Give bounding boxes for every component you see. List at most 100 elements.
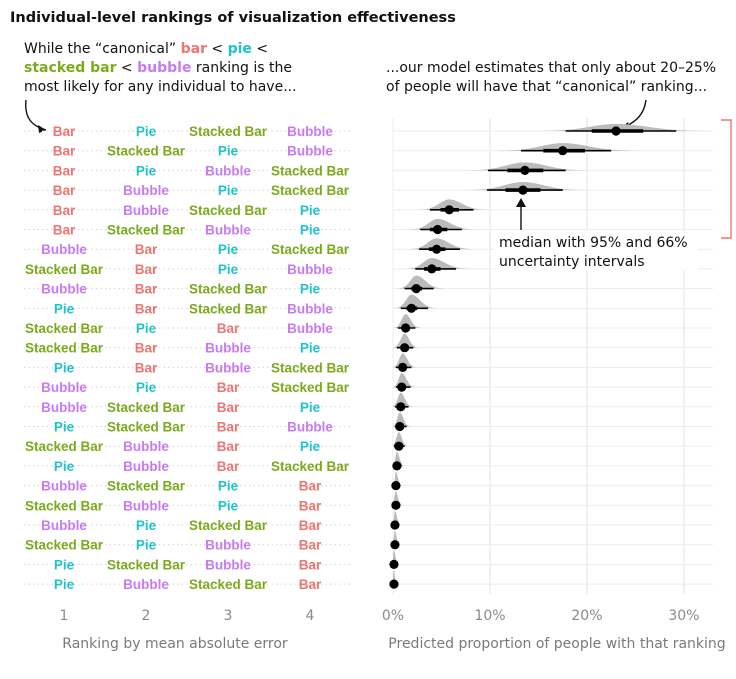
rank-label: Bar — [299, 479, 322, 494]
rank-label: Bubble — [41, 380, 87, 395]
rank-label: Pie — [300, 341, 321, 356]
density-shape — [409, 238, 473, 250]
rank-label: Stacked Bar — [107, 479, 186, 494]
rank-label: Stacked Bar — [271, 183, 350, 198]
interval-annotation-line-1: median with 95% and 66% — [499, 235, 688, 251]
rank-label: Bubble — [205, 163, 251, 178]
rank-label: Pie — [300, 203, 321, 218]
rank-label: Pie — [218, 262, 239, 277]
ranking-row: Bar Bubble Pie Stacked Bar — [24, 181, 713, 198]
percent-axis-title: Predicted proportion of people with that… — [388, 636, 725, 652]
ranking-row: Bubble Stacked Bar Pie Bar — [24, 471, 713, 494]
rank-label: Bar — [53, 124, 76, 139]
rank-label: Bar — [135, 242, 158, 257]
rank-label: Stacked Bar — [25, 321, 104, 336]
rank-label: Bar — [217, 459, 240, 474]
median-point — [398, 362, 408, 372]
rank-label: Bubble — [123, 498, 169, 513]
rank-label: Bubble — [41, 518, 87, 533]
rank-label: Stacked Bar — [107, 557, 186, 572]
median-point — [518, 185, 528, 195]
rank-axis-title: Ranking by mean absolute error — [62, 636, 288, 652]
ranking-row: Stacked Bar Bar Bubble Pie — [24, 333, 713, 356]
rank-label: Pie — [54, 301, 75, 316]
rank-label: Stacked Bar — [189, 301, 268, 316]
rank-label: Bar — [135, 341, 158, 356]
rank-label: Bar — [135, 301, 158, 316]
rank-label: Bar — [299, 518, 322, 533]
rank-label: Bar — [299, 577, 322, 592]
left-annotation-text-c: < — [207, 41, 228, 57]
rank-label: Pie — [54, 577, 75, 592]
rank-label: Bar — [217, 380, 240, 395]
rank-axis-tick: 3 — [224, 608, 233, 624]
rank-label: Pie — [218, 498, 239, 513]
left-annotation-line-1: While the “canonical” bar < pie < — [24, 41, 268, 57]
rank-label: Stacked Bar — [189, 518, 268, 533]
ranking-row: Stacked Bar Bubble Bar Pie — [24, 432, 713, 454]
left-annotation-line-2: stacked bar < bubble ranking is the — [24, 60, 292, 76]
median-point — [427, 264, 437, 274]
rank-label: Pie — [136, 124, 157, 139]
ranking-row: Stacked Bar Pie Bubble Bar — [24, 530, 713, 553]
density-shape — [468, 162, 588, 171]
median-point — [394, 441, 404, 451]
ranking-row: Bar Stacked Bar Pie Bubble — [24, 143, 713, 159]
median-point — [390, 540, 400, 550]
rank-label: Bubble — [205, 538, 251, 553]
density-shape — [410, 218, 475, 230]
median-point — [389, 579, 399, 589]
density-shape — [398, 275, 443, 289]
rank-label: Bubble — [41, 242, 87, 257]
rank-label: Pie — [218, 183, 239, 198]
ranking-row: Bubble Pie Stacked Bar Bar — [24, 511, 713, 533]
rank-label: Bubble — [123, 183, 169, 198]
rank-label: Bubble — [123, 577, 169, 592]
ranking-row: Pie Bar Stacked Bar Bubble — [24, 294, 713, 316]
ranking-row: Bar Bubble Stacked Bar Pie — [24, 199, 713, 218]
grid — [392, 118, 685, 595]
rank-label: Pie — [136, 538, 157, 553]
rank-label: Bar — [299, 538, 322, 553]
rank-label: Stacked Bar — [271, 242, 350, 257]
percent-axis-tick: 20% — [571, 608, 602, 624]
median-point — [401, 323, 411, 333]
median-point — [444, 205, 454, 215]
rank-label: Stacked Bar — [271, 459, 350, 474]
left-annotation-text-a: While the “canonical” — [24, 41, 181, 57]
rank-label: Bar — [217, 400, 240, 415]
rank-label: Bar — [53, 183, 76, 198]
rank-label: Bar — [217, 420, 240, 435]
rank-label: Pie — [136, 518, 157, 533]
rank-label: Bar — [217, 321, 240, 336]
density-shape — [393, 333, 418, 348]
median-point — [391, 500, 401, 510]
density-shape — [393, 373, 416, 388]
left-annotation-line-3: most likely for any individual to have..… — [24, 79, 297, 95]
rank-label: Bar — [135, 262, 158, 277]
rank-label: Bar — [53, 163, 76, 178]
rank-label: Bubble — [205, 557, 251, 572]
ranking-row: Pie Stacked Bar Bar Bubble — [24, 412, 713, 435]
median-point — [406, 303, 417, 313]
ranking-row: Pie Bubble Stacked Bar Bar — [24, 570, 713, 592]
rank-label: Pie — [300, 223, 321, 238]
rank-label: Bar — [135, 282, 158, 297]
median-point — [611, 126, 621, 136]
rank-label: Bar — [53, 144, 76, 159]
rank-label: Bubble — [41, 282, 87, 297]
rank-label: Bubble — [205, 341, 251, 356]
rank-label: Bubble — [205, 223, 251, 238]
median-point — [390, 520, 400, 530]
rank-label: Pie — [54, 420, 75, 435]
rank-label: Bubble — [123, 459, 169, 474]
rank-axis-tick: 2 — [142, 608, 151, 624]
rank-label: Bar — [217, 439, 240, 454]
rank-label: Pie — [54, 459, 75, 474]
rank-label: Stacked Bar — [271, 360, 350, 375]
rank-label: Stacked Bar — [189, 577, 268, 592]
rank-label: Stacked Bar — [271, 380, 350, 395]
rank-label: Pie — [54, 360, 75, 375]
rank-label: Pie — [300, 282, 321, 297]
